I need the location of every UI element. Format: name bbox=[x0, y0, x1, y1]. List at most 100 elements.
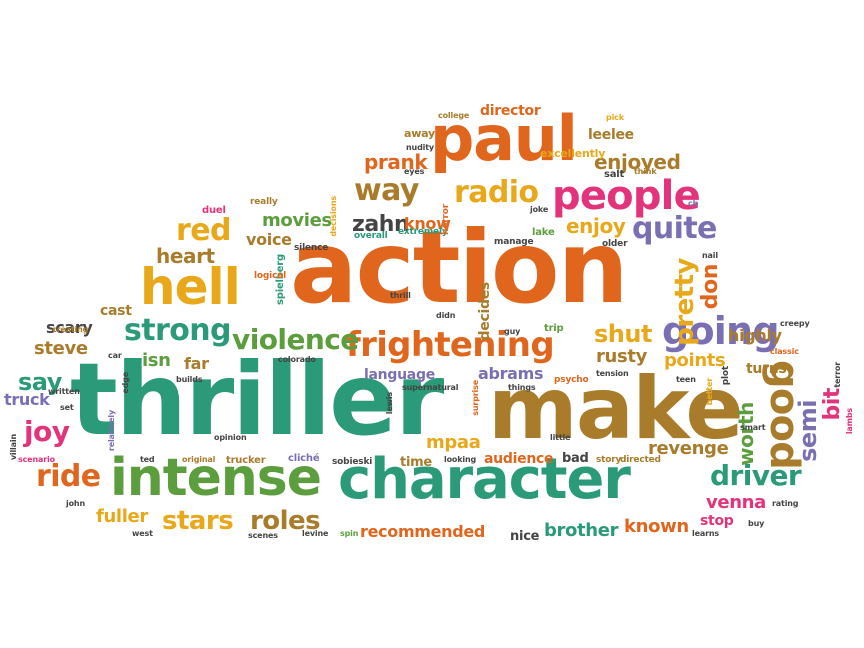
word-think: think bbox=[634, 167, 657, 176]
word-frightening: frightening bbox=[346, 325, 555, 365]
word-pretty: pretty bbox=[670, 258, 700, 346]
word-highly: highly bbox=[728, 326, 782, 345]
word-cb: cb bbox=[688, 199, 699, 208]
word-turns: turns bbox=[746, 361, 787, 377]
word-terror: terror bbox=[833, 362, 842, 388]
word-pick: pick bbox=[606, 113, 624, 122]
word-trucker: trucker bbox=[226, 455, 266, 466]
word-opinion: opinion bbox=[214, 433, 247, 442]
word-points: points bbox=[664, 350, 726, 371]
word-people: people bbox=[552, 173, 701, 219]
word-roles: roles bbox=[250, 506, 321, 536]
word-scary: scary bbox=[46, 318, 93, 337]
word-decisions: decisions bbox=[329, 196, 338, 237]
word-spin: spin bbox=[340, 529, 359, 538]
word-known: known bbox=[624, 516, 689, 537]
word-directed: directed bbox=[620, 455, 661, 465]
word-leelee: leelee bbox=[588, 127, 634, 143]
word-psycho: psycho bbox=[554, 375, 589, 385]
word-scenes: scenes bbox=[248, 531, 278, 540]
word-lake: lake bbox=[532, 227, 555, 238]
word-plot: plot bbox=[721, 366, 731, 386]
word-things: things bbox=[508, 383, 536, 392]
word-scenario: scenario bbox=[18, 455, 55, 464]
word-director: director bbox=[480, 103, 541, 119]
word-ride: ride bbox=[36, 459, 101, 494]
word-supernatural: supernatural bbox=[402, 383, 459, 392]
word-duel: duel bbox=[202, 205, 226, 216]
word-extremely: extremely bbox=[398, 227, 448, 237]
word-don: don bbox=[698, 264, 723, 310]
word-john: john bbox=[66, 499, 85, 508]
word-abrams: abrams bbox=[478, 364, 544, 383]
word-good: good bbox=[761, 360, 807, 470]
word-mpaa: mpaa bbox=[426, 432, 481, 453]
word-buy: buy bbox=[748, 519, 765, 528]
word-bad: bad bbox=[562, 451, 589, 466]
word-way: way bbox=[354, 173, 419, 208]
word-recommended: recommended bbox=[360, 522, 486, 541]
word-red: red bbox=[176, 213, 231, 248]
word-rating: rating bbox=[772, 499, 799, 508]
word-away: away bbox=[404, 127, 435, 140]
word-levine: levine bbox=[302, 529, 329, 538]
word-enjoyed: enjoyed bbox=[594, 150, 681, 174]
word-truck: truck bbox=[4, 390, 50, 409]
word-revenge: revenge bbox=[648, 438, 729, 459]
word-older: older bbox=[602, 239, 628, 249]
word-intense: intense bbox=[110, 448, 322, 508]
word-salt: salt bbox=[604, 169, 625, 180]
word-nice: nice bbox=[510, 529, 540, 544]
word-looking: looking bbox=[444, 455, 477, 464]
word-shut: shut bbox=[594, 320, 653, 348]
word-learns: learns bbox=[692, 529, 720, 538]
word-know: know bbox=[404, 214, 451, 233]
word-tension: tension bbox=[596, 369, 629, 378]
word-manage: manage bbox=[494, 237, 534, 247]
word-excellently: excellently bbox=[540, 147, 606, 160]
word-hell: hell bbox=[140, 258, 241, 316]
word-lewis: lewis bbox=[385, 392, 394, 415]
word-venna: venna bbox=[706, 492, 766, 513]
word-sobieski: sobieski bbox=[332, 457, 373, 467]
word-action: action bbox=[290, 209, 629, 326]
word-audience: audience bbox=[484, 451, 554, 467]
word-say: say bbox=[18, 368, 62, 396]
word-violence: violence bbox=[232, 323, 359, 356]
word-character: character bbox=[338, 447, 631, 512]
word-quite: quite bbox=[632, 211, 717, 246]
word-little: little bbox=[550, 433, 571, 442]
word-stars: stars bbox=[162, 506, 234, 536]
word-lambs: lambs bbox=[845, 408, 854, 435]
word-radio: radio bbox=[454, 175, 539, 210]
word-logical: logical bbox=[254, 271, 287, 281]
word-strong: strong bbox=[124, 313, 231, 348]
word-going: going bbox=[662, 309, 780, 353]
word-creepy: creepy bbox=[780, 319, 810, 328]
word-language: language bbox=[364, 367, 435, 383]
word-silence: silence bbox=[294, 243, 329, 253]
word-creating: creating bbox=[52, 325, 89, 334]
word-written: written bbox=[48, 387, 80, 396]
word-time: time bbox=[400, 455, 432, 470]
word-rusty: rusty bbox=[596, 346, 647, 367]
word-movies: movies bbox=[262, 210, 332, 231]
word-classic: classic bbox=[770, 347, 799, 356]
word-brother: brother bbox=[544, 520, 619, 541]
word-builds: builds bbox=[176, 375, 203, 384]
word-didn: didn bbox=[436, 311, 456, 320]
word-joy: joy bbox=[24, 415, 70, 448]
word-worth: worth bbox=[734, 402, 758, 466]
word-edge: edge bbox=[121, 372, 130, 394]
word-original: original bbox=[182, 455, 216, 464]
word-decides: decides bbox=[477, 282, 493, 341]
word-teen: teen bbox=[676, 375, 696, 384]
word-relatively: relatively bbox=[107, 410, 116, 452]
word-prank: prank bbox=[364, 150, 428, 174]
word-set: set bbox=[60, 403, 74, 412]
word-voice: voice bbox=[246, 230, 292, 249]
word-smart: smart bbox=[740, 423, 766, 432]
word-ted: ted bbox=[140, 455, 155, 464]
word-really: really bbox=[250, 197, 278, 207]
